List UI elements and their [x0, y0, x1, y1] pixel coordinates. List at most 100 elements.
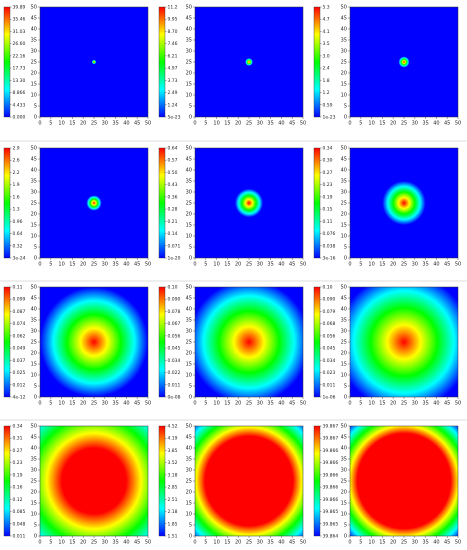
colorbar-label: 39.866 — [323, 497, 339, 503]
y-tick-label: 35 — [31, 318, 37, 324]
heatmap-field — [40, 7, 148, 117]
x-tick-label: 15 — [69, 262, 75, 268]
y-tick-label: 45 — [341, 157, 347, 163]
heatmap-field — [350, 287, 458, 397]
y-tick-label: 25 — [31, 479, 37, 485]
x-tick-label: 25 — [91, 540, 97, 546]
y-tick-label: 30 — [341, 190, 347, 196]
y-tick-label: 5 — [344, 384, 347, 390]
x-tick-label: 20 — [235, 262, 241, 268]
y-tick-label: 10 — [341, 373, 347, 379]
y-tick-label: 5 — [344, 523, 347, 529]
x-tick-label: 35 — [112, 121, 118, 127]
y-tick-label: 0 — [344, 115, 347, 121]
x-tick-label: 10 — [213, 540, 219, 546]
x-tick-label: 30 — [412, 262, 418, 268]
y-tick-label: 0 — [34, 534, 37, 540]
x-tick-label: 15 — [224, 401, 230, 407]
x-tick-label: 15 — [224, 540, 230, 546]
colorbar-label: 0.27 — [13, 448, 23, 454]
colorbar-label: 1.85 — [168, 521, 178, 527]
y-tick-label: 20 — [341, 71, 347, 77]
colorbar-label: 11.2 — [168, 5, 178, 11]
x-tick-label: 20 — [235, 121, 241, 127]
heatmap-field — [40, 287, 148, 397]
y-tick-label: 20 — [186, 71, 192, 77]
x-tick-label: 10 — [213, 262, 219, 268]
colorbar-label: 39.865 — [323, 521, 339, 527]
x-tick-label: 0 — [38, 121, 41, 127]
y-tick-label: 20 — [186, 351, 192, 357]
y-tick-label: 15 — [341, 82, 347, 88]
colorbar-label: 4.1 — [323, 29, 330, 35]
x-tick-label: 20 — [390, 262, 396, 268]
y-tick-label: 15 — [31, 223, 37, 229]
x-tick-label: 50 — [145, 121, 151, 127]
colorbar-label: 0.19 — [323, 194, 333, 200]
y-tick-label: 25 — [31, 60, 37, 66]
x-tick-label: 50 — [455, 121, 461, 127]
colorbar-label: 0.10 — [323, 285, 333, 291]
y-tick-label: 30 — [186, 329, 192, 335]
colorbar-label: 0.000 — [13, 115, 26, 121]
y-tick-label: 40 — [341, 446, 347, 452]
colorbar-label: 0.099 — [13, 297, 26, 303]
colorbar-label: 2.9 — [13, 146, 20, 152]
y-tick-label: 45 — [31, 157, 37, 163]
x-tick-label: 50 — [455, 262, 461, 268]
y-tick-label: 5 — [34, 245, 37, 251]
colorbar — [158, 425, 166, 537]
colorbar-label: 0.011 — [13, 534, 26, 540]
y-tick-label: 35 — [186, 457, 192, 463]
x-tick-label: 0 — [38, 262, 41, 268]
x-tick-label: 10 — [213, 121, 219, 127]
y-tick-label: 25 — [341, 479, 347, 485]
colorbar — [158, 6, 166, 118]
y-tick-label: 25 — [186, 340, 192, 346]
y-tick-label: 45 — [341, 16, 347, 22]
x-tick-label: 20 — [80, 262, 86, 268]
colorbar-label: 0.32 — [13, 243, 23, 249]
x-tick-label: 40 — [278, 121, 284, 127]
y-tick-label: 10 — [31, 234, 37, 240]
y-tick-label: 35 — [186, 179, 192, 185]
colorbar-label: 0.078 — [168, 309, 181, 315]
colorbar-label: 0.31 — [13, 436, 23, 442]
x-tick-label: 40 — [433, 262, 439, 268]
x-tick-label: 15 — [224, 121, 230, 127]
y-tick-label: 50 — [31, 424, 37, 430]
x-tick-label: 30 — [102, 262, 108, 268]
y-tick-label: 35 — [341, 457, 347, 463]
x-tick-label: 0 — [193, 262, 196, 268]
colorbar-label: 39.866 — [323, 485, 339, 491]
colorbar-label: 8.70 — [168, 29, 178, 35]
y-tick-label: 25 — [31, 340, 37, 346]
colorbar-label: 0.15 — [323, 207, 333, 213]
colorbar-label: 39.866 — [323, 460, 339, 466]
colorbar-label: 0.079 — [323, 309, 336, 315]
y-tick-label: 0 — [189, 256, 192, 262]
y-tick-label: 0 — [189, 534, 192, 540]
y-tick-label: 40 — [186, 307, 192, 313]
x-tick-label: 15 — [379, 401, 385, 407]
x-tick-label: 35 — [267, 540, 273, 546]
x-tick-label: 30 — [412, 401, 418, 407]
colorbar-label: 0.64 — [168, 146, 178, 152]
x-tick-label: 25 — [246, 121, 252, 127]
y-tick-label: 45 — [341, 296, 347, 302]
y-tick-label: 0 — [344, 256, 347, 262]
colorbar-label: 39.867 — [323, 436, 339, 442]
x-tick-label: 5 — [359, 121, 362, 127]
x-tick-label: 45 — [444, 262, 450, 268]
y-tick-label: 15 — [341, 223, 347, 229]
colorbar-label: 0e-08 — [168, 395, 181, 401]
colorbar-label: 6.21 — [168, 53, 178, 59]
colorbar-label: 1.9 — [13, 182, 20, 188]
x-tick-label: 20 — [235, 540, 241, 546]
y-tick-label: 35 — [31, 38, 37, 44]
y-tick-label: 15 — [186, 362, 192, 368]
x-tick-label: 5 — [359, 262, 362, 268]
y-tick-label: 10 — [341, 512, 347, 518]
x-tick-label: 5 — [204, 401, 207, 407]
x-tick-label: 15 — [69, 121, 75, 127]
